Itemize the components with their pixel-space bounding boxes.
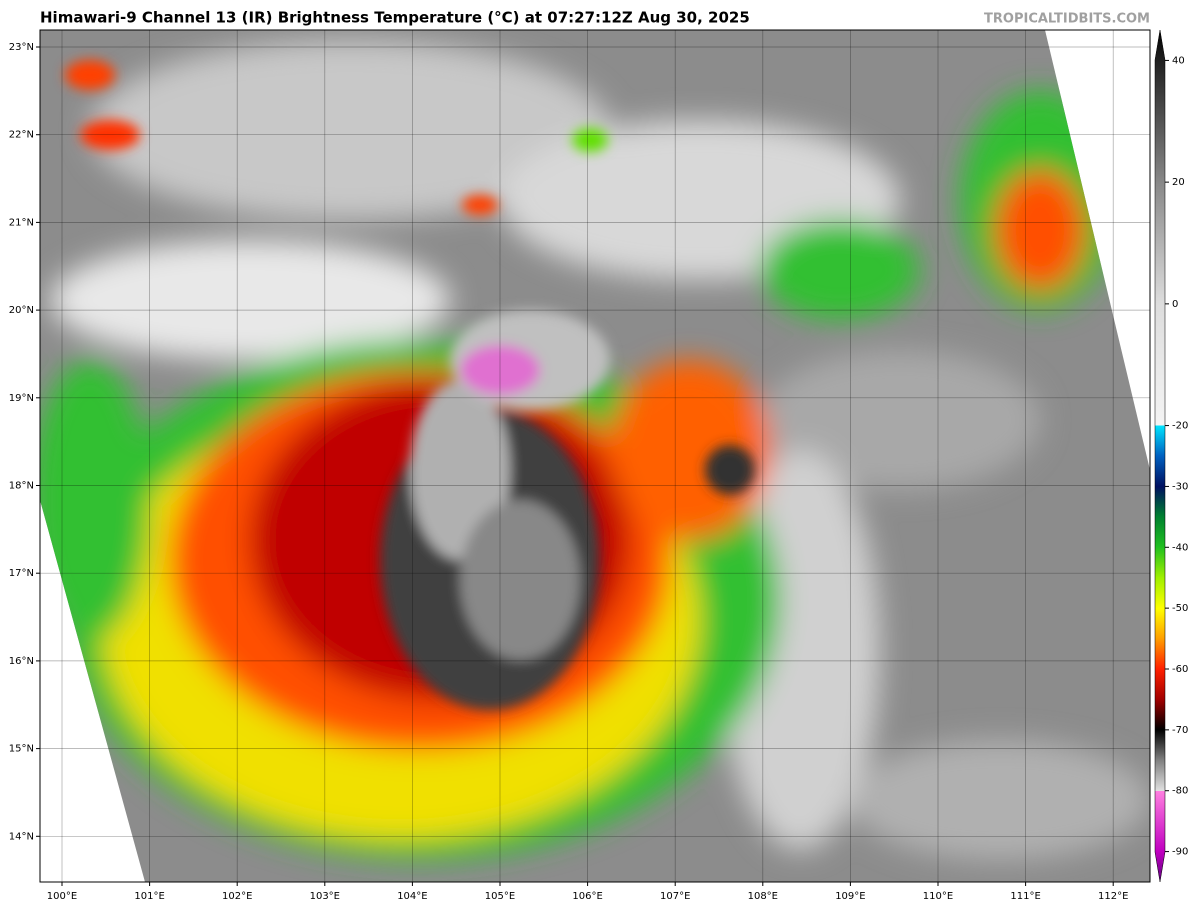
satellite-image (40, 30, 1150, 882)
map-frame (39, 29, 1151, 883)
colorbar-tick-label: -60 (1172, 664, 1188, 675)
lat-label: 22°N (9, 130, 34, 141)
lon-label: 111°E (1010, 891, 1040, 902)
lon-label: 110°E (923, 891, 953, 902)
lat-label: 17°N (9, 568, 34, 579)
colorbar-tick-label: -70 (1172, 725, 1188, 736)
lon-label: 108°E (748, 891, 778, 902)
lon-label: 102°E (222, 891, 252, 902)
lat-label: 16°N (9, 656, 34, 667)
graticule: 23°N 22°N 21°N 20°N 19°N 18°N 17°N 16°N 15°N 14°N… (9, 30, 1150, 902)
lon-label: 105°E (485, 891, 515, 902)
lon-label: 109°E (835, 891, 865, 902)
credit: TROPICALTIDBITS.COM (984, 12, 1150, 27)
colorbar (1154, 29, 1166, 883)
lat-label: 19°N (9, 393, 34, 404)
lat-label: 23°N (9, 42, 34, 53)
colorbar-tick-label: -50 (1172, 603, 1188, 614)
lon-label: 104°E (397, 891, 427, 902)
colorbar-tick-label: 0 (1172, 299, 1178, 310)
lon-label: 101°E (134, 891, 164, 902)
lon-label: 107°E (660, 891, 690, 902)
lat-label: 15°N (9, 744, 34, 755)
lat-label: 14°N (9, 831, 34, 842)
lat-label: 20°N (9, 305, 34, 316)
lon-label: 106°E (572, 891, 602, 902)
colorbar-tick-label: -90 (1172, 847, 1188, 858)
colorbar-ticks: 40 20 0 -20 -30 -40 -50 -60 -70 -80 -90 (1165, 55, 1188, 858)
colorbar-tick-label: -80 (1172, 786, 1188, 797)
lat-label: 18°N (9, 481, 34, 492)
lon-label: 100°E (47, 891, 77, 902)
title: Himawari-9 Channel 13 (IR) Brightness Te… (40, 9, 750, 27)
colorbar-tick-label: -20 (1172, 421, 1188, 432)
colorbar-tick-label: 40 (1172, 55, 1185, 66)
lon-label: 103°E (310, 891, 340, 902)
colorbar-tick-label: -30 (1172, 481, 1188, 492)
lat-label: 21°N (9, 217, 34, 228)
colorbar-tick-label: 20 (1172, 177, 1185, 188)
colorbar-tick-label: -40 (1172, 542, 1188, 553)
lon-label: 112°E (1098, 891, 1128, 902)
